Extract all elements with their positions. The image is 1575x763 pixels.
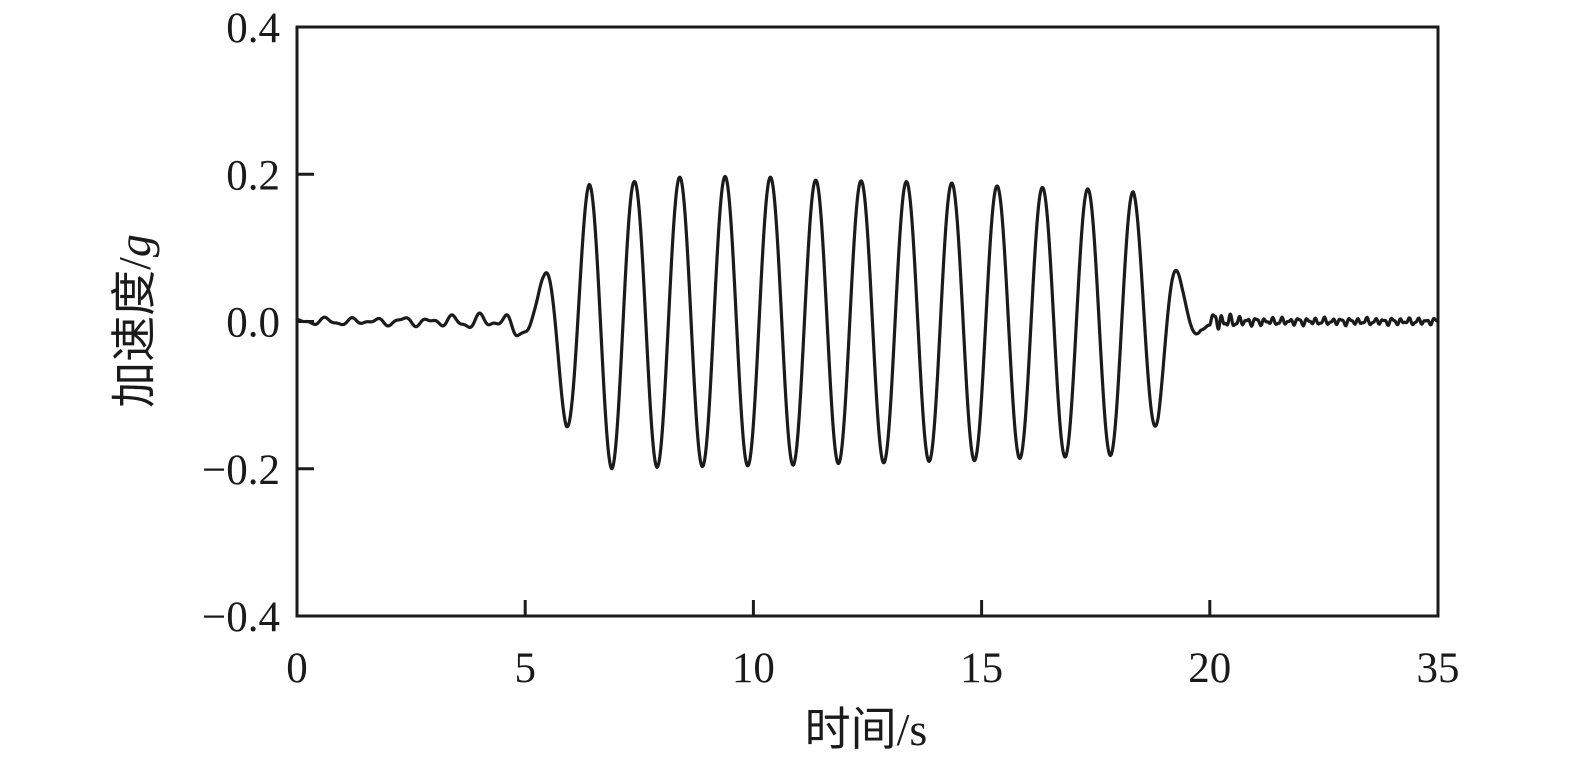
x-tick-label: 5 bbox=[514, 645, 536, 692]
x-tick-label: 0 bbox=[286, 645, 308, 692]
x-tick-label: 35 bbox=[1417, 645, 1460, 692]
x-tick-label: 20 bbox=[1188, 645, 1231, 692]
x-axis-tick-labels: 0 5 10 15 20 35 bbox=[286, 645, 1459, 692]
y-axis-label: 加速度/g bbox=[109, 234, 160, 408]
y-tick-label: −0.4 bbox=[202, 594, 280, 641]
y-axis-tick-labels: 0.4 0.2 0.0 −0.2 −0.4 bbox=[202, 5, 280, 641]
y-tick-label: 0.2 bbox=[226, 152, 280, 199]
y-tick-label: 0.0 bbox=[226, 300, 280, 347]
x-axis-ticks bbox=[523, 600, 1212, 616]
y-tick-label: −0.2 bbox=[202, 447, 280, 494]
waveform-path bbox=[295, 174, 1440, 471]
y-axis-label-text: 加速度/ bbox=[109, 257, 160, 408]
y-tick-label: 0.4 bbox=[226, 5, 280, 52]
x-axis-label: 时间/s bbox=[805, 704, 928, 755]
x-tick-label: 10 bbox=[732, 645, 775, 692]
y-axis-unit: g bbox=[109, 234, 160, 257]
x-tick-label: 15 bbox=[960, 645, 1003, 692]
